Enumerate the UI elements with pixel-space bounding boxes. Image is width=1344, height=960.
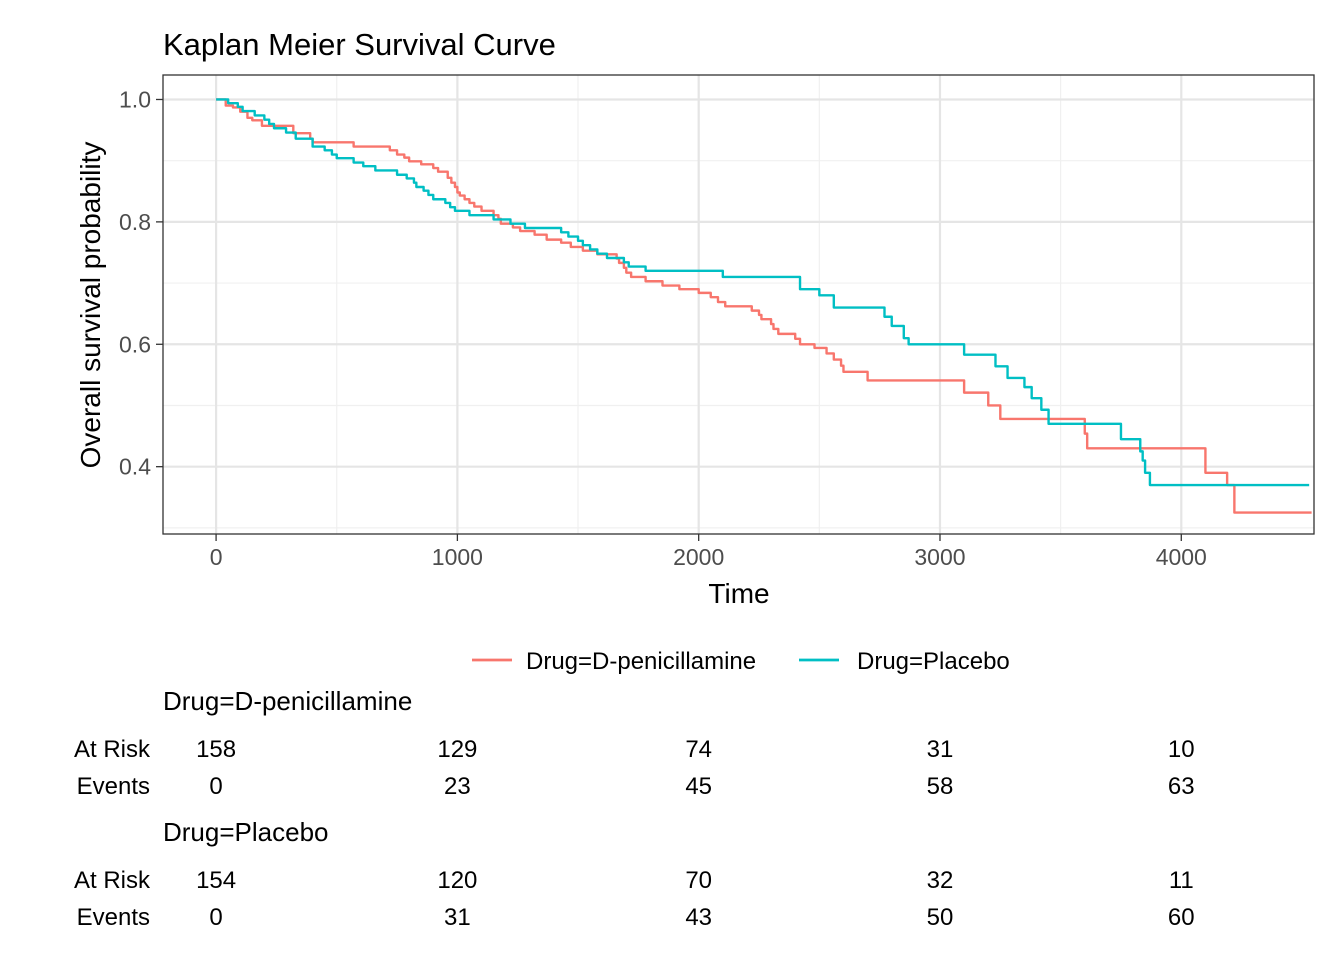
events-value: 43 [685, 904, 712, 931]
at-risk-value: 11 [1169, 867, 1194, 894]
events-value: 60 [1168, 904, 1195, 931]
y-axis: 0.4 0.6 0.8 1.0 [119, 86, 163, 480]
events-row-label: Events [77, 773, 150, 800]
y-tick-label: 0.4 [119, 454, 151, 480]
at-risk-value: 31 [927, 736, 954, 763]
events-value: 58 [927, 773, 954, 800]
at-risk-value: 10 [1168, 736, 1195, 763]
risk-group-title-d-penicillamine: Drug=D-penicillamine [163, 686, 412, 716]
events-value: 0 [209, 773, 222, 800]
at-risk-value: 129 [437, 736, 477, 763]
events-row-label: Events [77, 904, 150, 931]
legend-label-placebo: Drug=Placebo [857, 648, 1010, 675]
x-axis-title: Time [708, 578, 769, 609]
grid-layer [163, 75, 1314, 534]
y-tick-label: 1.0 [119, 86, 151, 112]
at-risk-value: 74 [685, 736, 712, 763]
at-risk-value: 32 [927, 867, 954, 894]
events-value: 23 [444, 773, 471, 800]
y-tick-label: 0.8 [119, 209, 151, 235]
at-risk-row-label: At Risk [74, 867, 151, 894]
x-axis: 0 1000 2000 3000 4000 [210, 534, 1207, 570]
risk-group-title-placebo: Drug=Placebo [163, 817, 329, 847]
plot-panel-border [162, 74, 1315, 535]
legend-label-d-penicillamine: Drug=D-penicillamine [526, 648, 756, 675]
at-risk-value: 158 [196, 736, 236, 763]
events-value: 0 [209, 904, 222, 931]
chart-title: Kaplan Meier Survival Curve [163, 27, 556, 62]
series-placebo-curve [216, 98, 1310, 487]
events-value: 50 [927, 904, 954, 931]
x-tick-label: 4000 [1156, 544, 1207, 570]
at-risk-value: 120 [437, 867, 477, 894]
events-value: 31 [444, 904, 471, 931]
events-value: 45 [685, 773, 712, 800]
at-risk-row-label: At Risk [74, 736, 151, 763]
x-tick-label: 2000 [673, 544, 724, 570]
x-tick-label: 1000 [432, 544, 483, 570]
series-d-penicillamine-curve [216, 98, 1312, 514]
y-axis-title: Overall survival probability [75, 142, 106, 469]
at-risk-value: 70 [685, 867, 712, 894]
events-value: 63 [1168, 773, 1195, 800]
y-tick-label: 0.6 [119, 331, 151, 357]
x-tick-label: 3000 [914, 544, 965, 570]
plot-panel [162, 74, 1315, 535]
risk-table: Drug=D-penicillamine At Risk Events 158 0 129… [74, 686, 1195, 931]
at-risk-value: 154 [196, 867, 236, 894]
x-tick-label: 0 [210, 544, 223, 570]
legend: Drug=D-penicillamine Drug=Placebo [472, 648, 1010, 675]
curve-layer [216, 98, 1312, 514]
